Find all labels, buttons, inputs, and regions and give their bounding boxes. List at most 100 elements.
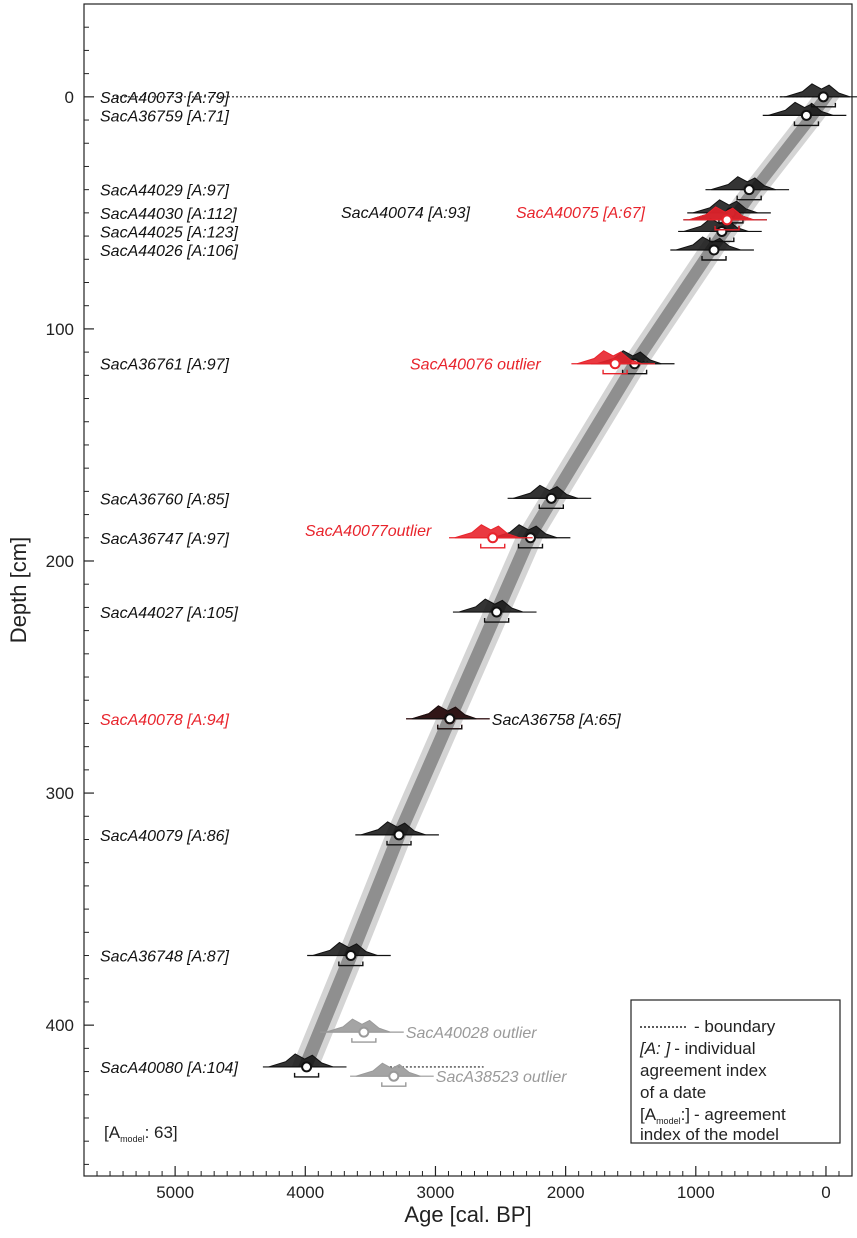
- date-label-18: SacA40028 outlier: [406, 1025, 537, 1042]
- x-tick-label-1: 4000: [286, 1183, 324, 1202]
- date-median-18: [358, 1026, 370, 1038]
- model-agreement-text: [Amodel: 63]: [104, 1123, 178, 1144]
- date-marker-5: [670, 236, 754, 261]
- date-distribution-1: [768, 101, 834, 116]
- date-median-13: [491, 606, 503, 618]
- sample-labels: SacA40073 [A:79]SacA36759 [A:71] SacA4402…: [100, 90, 646, 1086]
- date-median-0: [817, 91, 829, 103]
- y-tick-label-0: 0: [65, 88, 74, 107]
- dated-samples: [262, 83, 857, 1087]
- y-tick-label-1: 100: [46, 320, 74, 339]
- date-distribution-12: [454, 524, 520, 539]
- date-bracket-13: [483, 618, 510, 623]
- date-label-11: SacA36747 [A:97]: [100, 531, 230, 548]
- date-distribution-0: [785, 83, 851, 98]
- date-marker-10: [507, 484, 592, 510]
- date-marker-18: [320, 1018, 404, 1043]
- date-median-17: [345, 950, 357, 962]
- date-bracket-17: [338, 961, 364, 967]
- date-bracket-12: [480, 543, 506, 549]
- y-tick-label-3: 300: [46, 784, 74, 803]
- date-distribution-20: [355, 1062, 421, 1077]
- model-agreement-open: [A: [104, 1123, 121, 1142]
- date-label-19: SacA40080 [A:104]: [100, 1060, 238, 1077]
- model-envelope-outer: [291, 96, 840, 1067]
- date-label-8: SacA36761 [A:97]: [100, 357, 230, 374]
- date-bracket-2: [736, 195, 762, 201]
- x-tick-label-5: 0: [821, 1183, 830, 1202]
- legend-box: - boundary [A: ] - individual agreement i…: [630, 999, 841, 1144]
- date-bracket-19: [293, 1072, 320, 1078]
- date-distribution-18: [325, 1018, 391, 1033]
- legend-line-5: [Amodel:] - agreement: [640, 1105, 786, 1126]
- legend-line-4: of a date: [640, 1083, 706, 1102]
- date-marker-16: [355, 821, 439, 846]
- date-median-12: [487, 532, 499, 544]
- date-distribution-2: [711, 176, 776, 191]
- model-envelope-inner: [298, 96, 834, 1067]
- date-bracket-20: [381, 1082, 407, 1087]
- date-median-9: [609, 358, 621, 370]
- date-label-15: SacA36758 [A:65]: [492, 712, 622, 729]
- date-label-20: SacA38523 outlier: [436, 1069, 567, 1086]
- date-distribution-3: [692, 199, 758, 214]
- legend-line-2: [A: ] - individual: [639, 1039, 756, 1058]
- date-distribution-17: [312, 941, 378, 957]
- date-marker-4: [678, 217, 762, 243]
- date-bracket-11: [517, 543, 544, 549]
- date-bracket-8: [621, 369, 648, 375]
- legend-line-3: agreement index: [640, 1061, 767, 1080]
- date-median-4: [716, 225, 728, 237]
- date-marker-19: [262, 1053, 347, 1078]
- legend-line-6: index of the model: [640, 1125, 779, 1144]
- date-marker-13: [452, 598, 537, 623]
- date-distribution-15: [411, 705, 477, 720]
- model-agreement-value: : 63]: [145, 1123, 178, 1142]
- date-bracket-5: [701, 256, 727, 261]
- date-bracket-1: [793, 121, 820, 127]
- date-label-6: SacA40074 [A:93]: [341, 205, 471, 222]
- y-tick-label-4: 400: [46, 1016, 74, 1035]
- date-median-19: [301, 1061, 313, 1073]
- date-bracket-10: [538, 504, 565, 510]
- date-label-0: SacA40073 [A:79]: [100, 90, 230, 107]
- date-label-5: SacA44026 [A:106]: [100, 243, 238, 260]
- date-label-9: SacA40076 outlier: [410, 357, 541, 374]
- date-label-10: SacA36760 [A:85]: [100, 491, 230, 508]
- date-median-16: [393, 829, 405, 841]
- date-marker-20: [350, 1062, 434, 1087]
- date-median-1: [800, 109, 812, 121]
- date-distribution-7: [688, 206, 754, 221]
- model-agreement-sub: model: [120, 1134, 145, 1144]
- date-label-2: SacA44029 [A:97]: [100, 183, 230, 200]
- y-tick-label-2: 200: [46, 552, 74, 571]
- date-bracket-18: [351, 1038, 377, 1043]
- date-label-14: SacA40078 [A:94]: [100, 712, 230, 729]
- date-marker-9: [571, 350, 655, 375]
- date-median-10: [545, 492, 557, 504]
- date-median-2: [743, 184, 755, 196]
- date-bracket-7: [714, 225, 740, 231]
- date-label-1: SacA36759 [A:71]: [100, 108, 230, 125]
- date-label-17: SacA36748 [A:87]: [100, 949, 230, 966]
- x-tick-label-2: 3000: [417, 1183, 455, 1202]
- date-distribution-10: [513, 484, 579, 499]
- date-distribution-19: [268, 1053, 334, 1068]
- date-distribution-16: [360, 821, 426, 836]
- legend-frame: [630, 999, 841, 1144]
- date-marker-7: [683, 206, 767, 231]
- legend-line-1: - boundary: [694, 1017, 776, 1036]
- date-marker-12: [449, 524, 533, 549]
- date-bracket-16: [386, 840, 412, 846]
- date-marker-17: [307, 941, 391, 967]
- date-median-7: [721, 214, 733, 226]
- date-marker-1: [762, 101, 847, 127]
- date-label-16: SacA40079 [A:86]: [100, 828, 230, 845]
- plot-frame: [83, 3, 853, 1177]
- date-label-3: SacA44030 [A:112]: [100, 206, 237, 223]
- date-label-7: SacA40075 [A:67]: [516, 205, 646, 222]
- date-distribution-5: [675, 236, 741, 251]
- date-bracket-15: [437, 724, 463, 730]
- date-median-5: [708, 244, 720, 256]
